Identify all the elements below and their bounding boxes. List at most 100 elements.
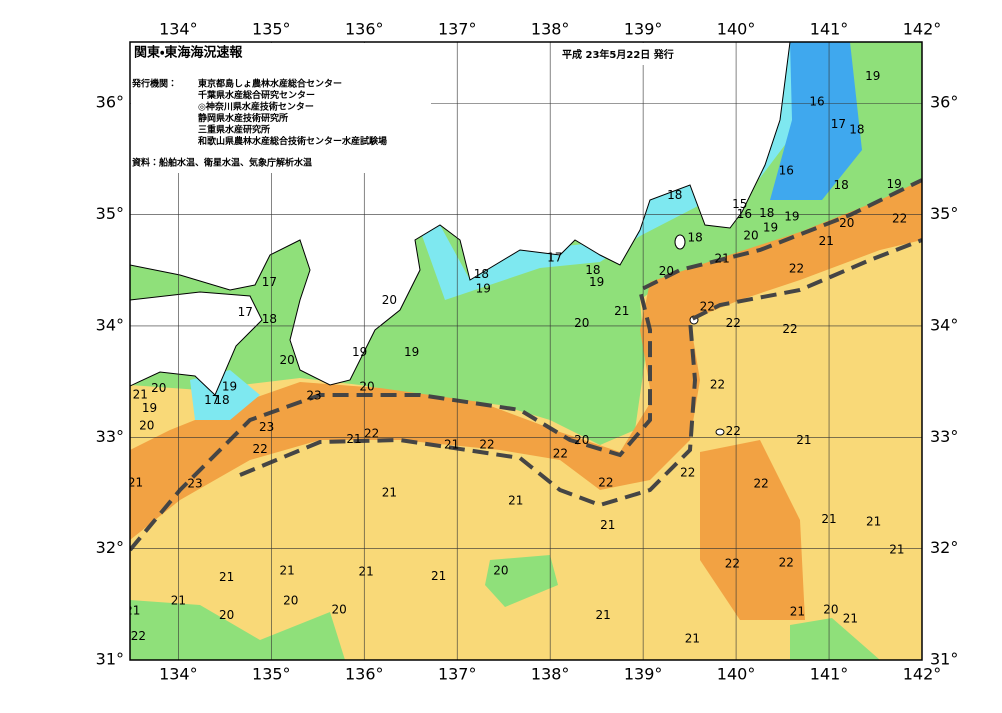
- temperature-label: 21: [796, 433, 811, 447]
- lat-tick-label: 31°: [930, 650, 958, 669]
- temperature-label: 19: [476, 282, 491, 296]
- temperature-label: 21: [431, 569, 446, 583]
- temperature-label: 17: [262, 275, 277, 289]
- lon-tick-label: 134°: [159, 665, 198, 684]
- temperature-label: 21: [614, 304, 629, 318]
- temperature-label: 22: [782, 322, 797, 336]
- temperature-label: 17: [238, 305, 253, 319]
- lon-tick-label: 138°: [531, 665, 570, 684]
- temperature-label: 21: [382, 485, 397, 499]
- legend-box: [131, 43, 431, 173]
- temperature-label: 20: [219, 608, 234, 622]
- lon-tick-label: 141°: [810, 20, 849, 39]
- temperature-label: 20: [359, 380, 374, 394]
- temperature-label: 20: [823, 602, 838, 616]
- tick-labels: 134° 134° 135° 135° 136° 136° 137° 137° 138° 138°…: [96, 20, 959, 684]
- lat-tick-label: 33°: [96, 427, 124, 446]
- temperature-label: 22: [700, 300, 715, 314]
- temperature-label: 20: [382, 293, 397, 307]
- lat-tick-label: 36°: [96, 93, 124, 112]
- temperature-label: 21: [819, 234, 834, 248]
- temperature-label: 20: [574, 433, 589, 447]
- temperature-label: 20: [493, 563, 508, 577]
- lon-tick-label: 139°: [624, 665, 663, 684]
- lon-tick-label: 137°: [438, 665, 477, 684]
- issuer: 静岡県水産技術研究所: [198, 112, 288, 124]
- warm-water: [700, 440, 805, 620]
- lat-tick-label: 34°: [96, 315, 124, 334]
- temperature-label: 21: [508, 493, 523, 507]
- temperature-label: 21: [358, 565, 373, 579]
- lat-tick-label: 31°: [96, 650, 124, 669]
- map-frame: [129, 41, 923, 661]
- temperature-label: 18: [688, 230, 703, 244]
- temperature-label: 23: [187, 477, 202, 491]
- issuer-list: 東京都島しょ農林水産総合センター千葉県水産総合研究センター◎神奈川県水産技術セン…: [197, 78, 387, 148]
- lon-tick-label: 136°: [345, 665, 384, 684]
- temperature-label: 23: [259, 420, 274, 434]
- temperature-label: 17: [547, 251, 562, 265]
- temperature-label: 20: [659, 264, 674, 278]
- temperature-label: 22: [364, 426, 379, 440]
- temperature-label: 22: [754, 477, 769, 491]
- temperature-label: 19: [352, 345, 367, 359]
- temperature-label: 18: [833, 178, 848, 192]
- temperature-label: 19: [222, 380, 237, 394]
- cool-water: [130, 600, 345, 660]
- temperature-label: 21: [133, 387, 148, 401]
- temperature-label: 22: [892, 212, 907, 226]
- temperature-label: 21: [444, 438, 459, 452]
- temperature-label: 20: [332, 602, 347, 616]
- temperature-label: 22: [253, 442, 268, 456]
- temperature-label: 22: [479, 438, 494, 452]
- temperature-label: 16: [809, 95, 824, 109]
- title: 関東・東海海況速報: [134, 45, 243, 61]
- lon-tick-label: 134°: [159, 20, 198, 39]
- lon-tick-label: 135°: [252, 665, 291, 684]
- temperature-label: 20: [139, 419, 154, 433]
- issuer: 東京都島しょ農林水産総合センター: [198, 78, 342, 90]
- lat-tick-label: 36°: [930, 93, 958, 112]
- temperature-label: 21: [889, 542, 904, 556]
- lon-tick-label: 137°: [438, 20, 477, 39]
- warm-water: [130, 180, 922, 540]
- temperature-label: 21: [715, 252, 730, 266]
- island: [715, 428, 725, 436]
- lat-tick-label: 35°: [96, 204, 124, 223]
- lon-tick-label: 140°: [717, 20, 756, 39]
- temperature-label: 19: [886, 177, 901, 191]
- temperature-label: 21: [843, 611, 858, 625]
- issue-date: 平成 23年5月22日 発行: [562, 48, 674, 61]
- temperature-label: 21: [171, 593, 186, 607]
- temperature-label: 21: [346, 432, 361, 446]
- lon-tick-label: 142°: [903, 665, 942, 684]
- issuer-label: 発行機関：: [131, 78, 177, 90]
- lat-tick-label: 32°: [96, 538, 124, 557]
- issuer: 千葉県水産総合研究センター: [198, 89, 315, 101]
- lon-tick-label: 139°: [624, 20, 663, 39]
- cool-water: [790, 618, 880, 660]
- temperature-label: 19: [865, 69, 880, 83]
- kuroshio-axis: [239, 238, 922, 508]
- temperature-label: 21: [125, 604, 140, 618]
- temperature-label: 19: [142, 401, 157, 415]
- temperature-label: 21: [685, 631, 700, 645]
- temperature-label: 20: [151, 381, 166, 395]
- temperature-label: 21: [128, 475, 143, 489]
- temperature-label: 19: [589, 275, 604, 289]
- temperature-label: 22: [680, 465, 695, 479]
- temperature-label: 18: [262, 312, 277, 326]
- temperature-label: 20: [574, 316, 589, 330]
- temperature-label: 22: [726, 316, 741, 330]
- temperature-label: 18: [759, 206, 774, 220]
- temperature-label: 21: [219, 570, 234, 584]
- temperature-label: 22: [710, 377, 725, 391]
- island: [674, 234, 686, 250]
- temperature-label: 22: [553, 447, 568, 461]
- temperature-label: 20: [279, 353, 294, 367]
- temperature-label: 23: [306, 389, 321, 403]
- lon-tick-label: 135°: [252, 20, 291, 39]
- lon-tick-label: 141°: [810, 665, 849, 684]
- temperature-label: 21: [821, 512, 836, 526]
